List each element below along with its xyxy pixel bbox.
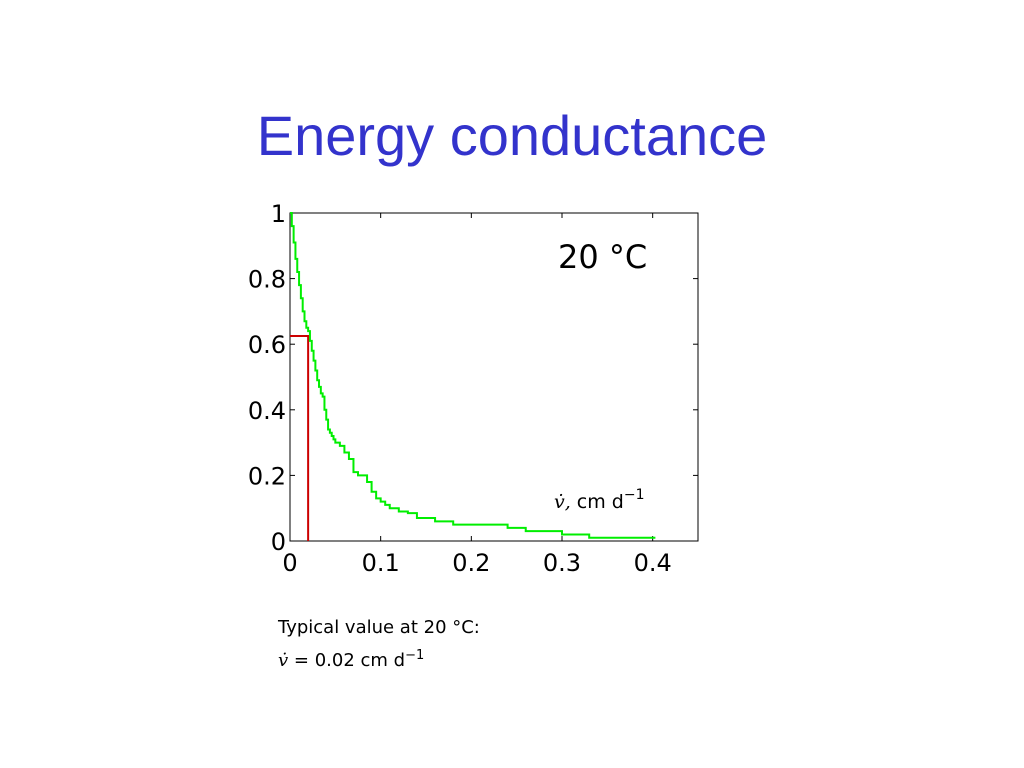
axis-unit: cm d bbox=[577, 491, 624, 513]
x-tick-label: 0.2 bbox=[452, 549, 490, 577]
x-tick-label: 0.4 bbox=[634, 549, 672, 577]
y-tick-label: 0.8 bbox=[248, 266, 286, 294]
axis-symbol: v̇, bbox=[554, 491, 571, 513]
temperature-annotation: 20 °C bbox=[558, 238, 647, 276]
y-tick-label: 0.2 bbox=[248, 462, 286, 490]
caption-exponent: −1 bbox=[405, 648, 425, 663]
series-group bbox=[290, 212, 656, 539]
marker-lines bbox=[290, 335, 310, 541]
caption: Typical value at 20 °C: v̇ = 0.02 cm d−1 bbox=[278, 614, 480, 675]
y-tick-label: 0.6 bbox=[248, 331, 286, 359]
typical-value-marker bbox=[290, 335, 310, 541]
plot-frame bbox=[289, 212, 699, 542]
y-tick-label: 1 bbox=[271, 200, 286, 228]
x-tick-label: 0.1 bbox=[362, 549, 400, 577]
caption-line-1: Typical value at 20 °C: bbox=[278, 617, 480, 638]
axis-unit-exponent: −1 bbox=[624, 487, 645, 503]
y-tick-label: 0 bbox=[271, 528, 286, 556]
series-line bbox=[290, 212, 656, 539]
axis-tick-labels: 0 0.1 0.2 0.3 0.4 0 0.2 0.4 0.6 0.8 1 bbox=[248, 200, 672, 577]
axis-unit-annotation: v̇, cm d−1 bbox=[554, 487, 644, 513]
slide-title: Energy conductance bbox=[256, 104, 768, 167]
caption-line-2: v̇ = 0.02 cm d−1 bbox=[278, 642, 480, 675]
x-tick-label: 0 bbox=[282, 549, 297, 577]
caption-value: = 0.02 cm d bbox=[288, 650, 406, 671]
x-tick-label: 0.3 bbox=[543, 549, 581, 577]
y-tick-label: 0.4 bbox=[248, 397, 286, 425]
caption-var: v̇ bbox=[278, 650, 289, 671]
